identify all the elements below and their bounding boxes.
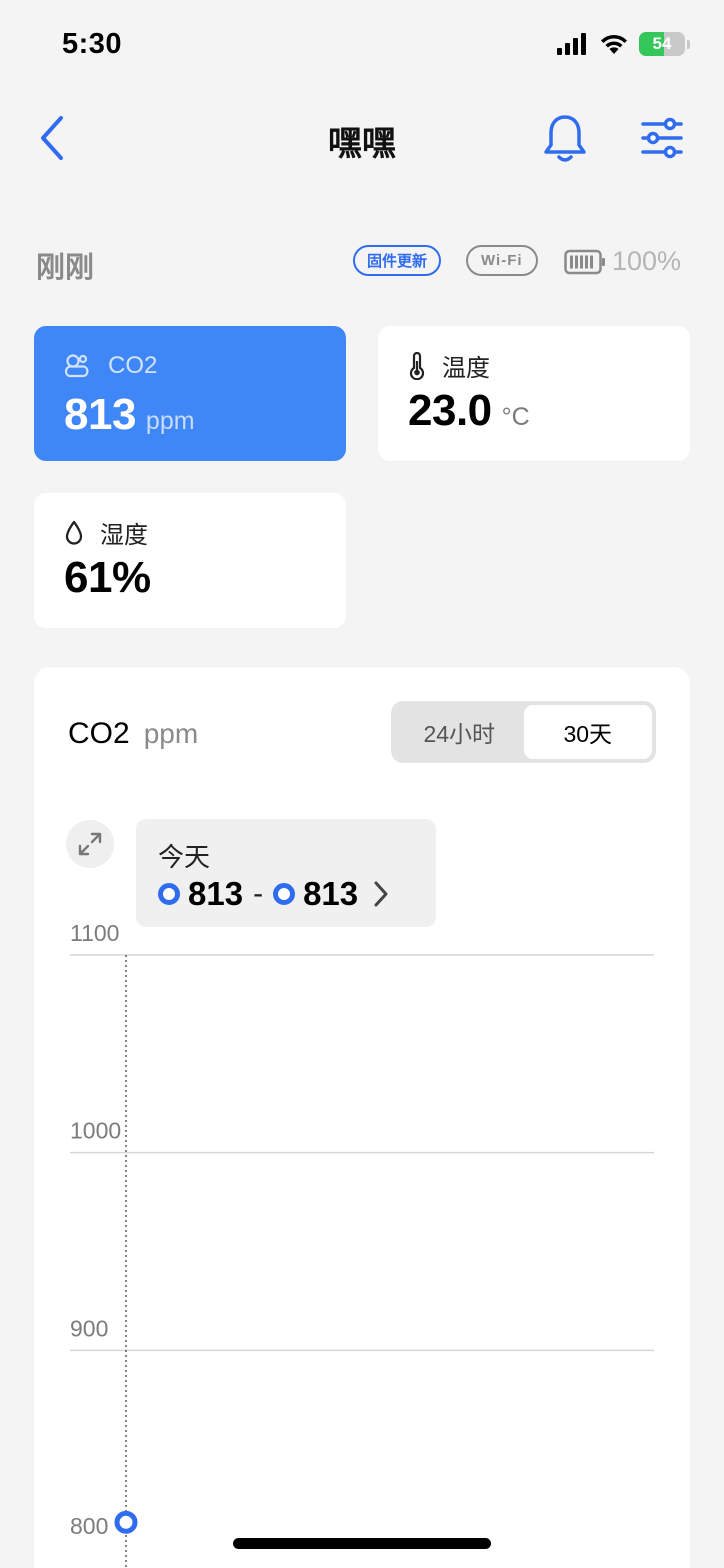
wifi-icon [601, 34, 627, 54]
y-tick-label: 1100 [70, 920, 119, 946]
sliders-icon [641, 117, 683, 159]
page-title: 嘿嘿 [328, 125, 396, 163]
thermometer-icon [409, 351, 425, 380]
co2-card[interactable]: CO2 813 ppm [34, 326, 346, 461]
status-time: 5:30 [62, 28, 123, 60]
chevron-left-icon [41, 116, 63, 160]
tooltip-max-value: 813 [303, 875, 359, 912]
temperature-value: 23.0 [408, 386, 492, 435]
tooltip-separator: - [253, 877, 264, 910]
tooltip-date: 今天 [158, 842, 211, 872]
co2-line-chart: 1100 1000 900 800 [70, 920, 654, 1568]
chart-title: CO2 [68, 717, 130, 750]
humidity-value-row: 61% [64, 553, 151, 603]
temperature-card[interactable]: 温度 23.0 °C [378, 326, 690, 461]
chart-tooltip[interactable]: 今天 813 - 813 [136, 819, 436, 927]
tooltip-max-marker [273, 883, 296, 905]
tooltip-values: 813 - 813 [158, 875, 390, 913]
temperature-label: 温度 [442, 355, 490, 382]
phone-battery-level: 54 [652, 34, 672, 53]
status-icons: 54 [557, 32, 690, 56]
phone-battery-fill [639, 32, 664, 56]
home-indicator [233, 1538, 491, 1549]
tab-24-hours[interactable]: 24小时 [423, 721, 496, 747]
last-updated-label: 刚刚 [36, 252, 95, 284]
chevron-right-icon [374, 881, 388, 907]
humidity-card-header: 湿度 [64, 515, 148, 550]
droplet-icon [65, 520, 83, 545]
y-tick-label: 800 [70, 1513, 108, 1539]
co2-unit: ppm [145, 407, 195, 435]
device-battery-percent: 100% [612, 246, 682, 276]
y-tick-label: 1000 [70, 1118, 121, 1144]
back-button[interactable] [32, 112, 72, 164]
co2-cloud-icon [64, 354, 89, 378]
battery-nub [687, 39, 690, 49]
expand-arrows-icon [78, 832, 102, 856]
tab-30-days[interactable]: 30天 [523, 705, 652, 759]
device-battery: 100% [564, 246, 681, 277]
co2-value: 813 [64, 390, 136, 439]
co2-value-row: 813 ppm [64, 390, 195, 440]
bell-icon [544, 115, 586, 162]
firmware-update-badge[interactable]: 固件更新 [353, 245, 442, 276]
alerts-button[interactable] [536, 110, 594, 168]
cellular-signal-icon [557, 33, 586, 55]
co2-label: CO2 [108, 352, 158, 379]
chart-unit: ppm [143, 718, 199, 749]
humidity-value: 61% [64, 553, 151, 602]
co2-card-header: CO2 [64, 352, 157, 380]
settings-button[interactable] [636, 112, 688, 164]
tooltip-min-marker [158, 883, 180, 905]
phone-battery: 54 [639, 32, 685, 56]
humidity-card[interactable]: 湿度 61% [34, 493, 346, 628]
temperature-value-row: 23.0 °C [408, 386, 530, 436]
range-segmented-control: 24小时 30天 [391, 701, 656, 763]
tooltip-min-value: 813 [188, 875, 244, 912]
temperature-unit: °C [501, 403, 530, 431]
data-point[interactable] [114, 1510, 138, 1534]
wifi-badge: Wi-Fi [466, 245, 538, 276]
y-tick-label: 900 [70, 1315, 108, 1341]
device-battery-icon [564, 249, 605, 274]
humidity-label: 湿度 [100, 522, 148, 549]
temperature-card-header: 温度 [408, 348, 490, 383]
expand-chart-button[interactable] [66, 820, 114, 868]
chart-title-row: CO2 ppm [68, 717, 198, 751]
co2-chart-panel: CO2 ppm 24小时 30天 1100 1000 900 800 今天 813 -… [34, 667, 690, 1568]
